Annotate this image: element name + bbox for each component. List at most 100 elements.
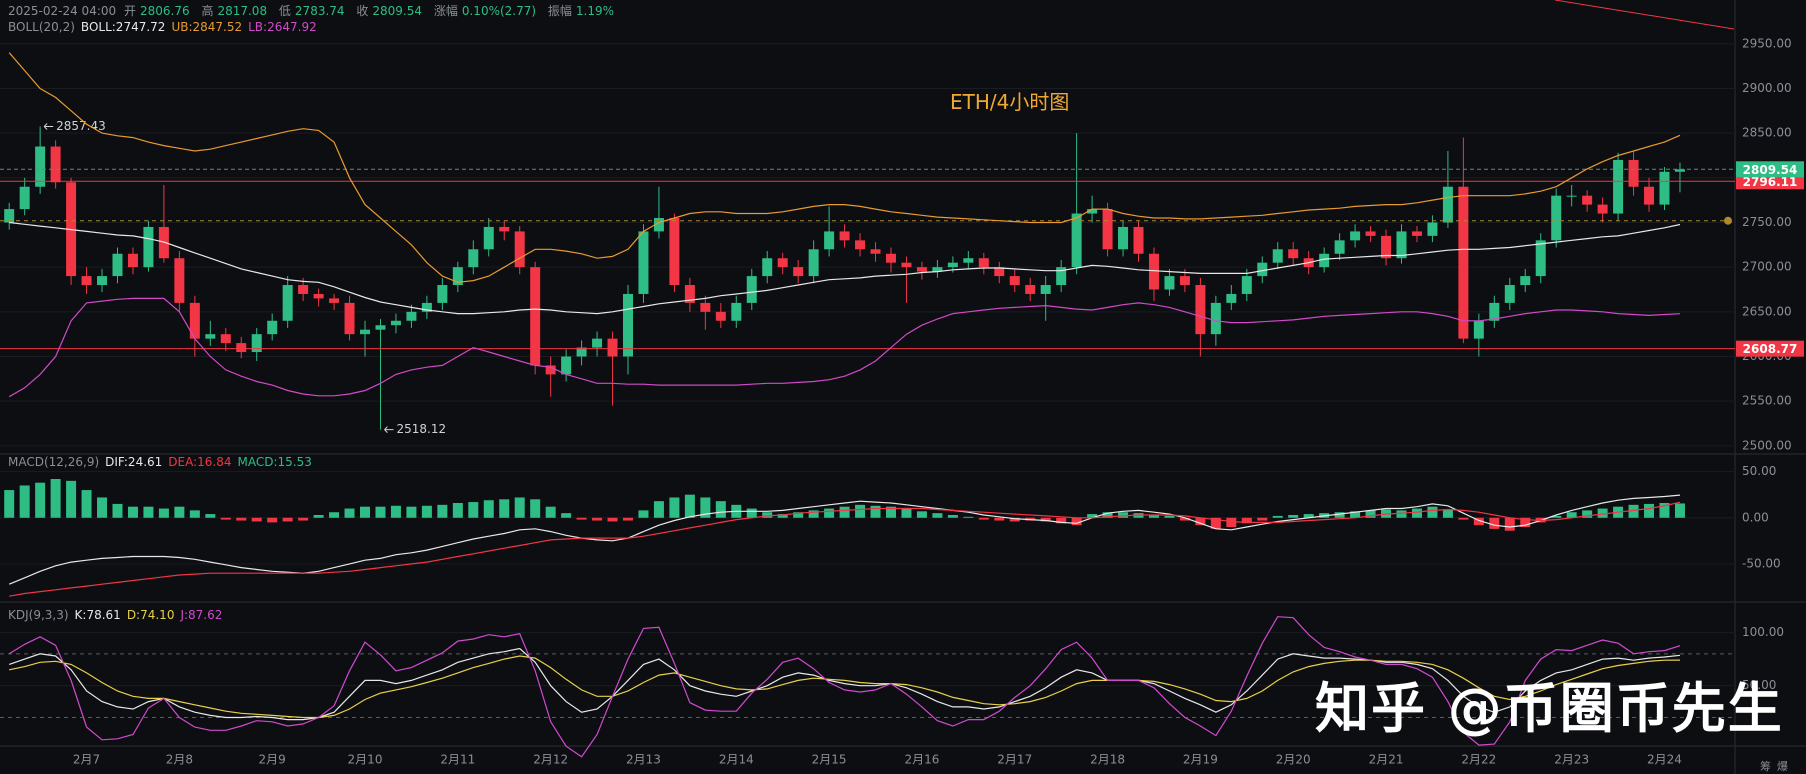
candle-body — [1381, 235, 1392, 259]
candle-body — [112, 253, 123, 277]
tool-button[interactable]: 筹 — [1760, 760, 1771, 773]
extreme-label: 2518.12 — [396, 422, 446, 436]
x-tick-label: 2月8 — [166, 753, 193, 767]
candle-body — [1272, 249, 1283, 263]
price-tag — [1736, 161, 1804, 178]
macd-bar — [143, 506, 154, 518]
candle-body — [1520, 276, 1531, 286]
macd-bar — [1056, 517, 1067, 524]
y-tick-label: 0.00 — [1742, 510, 1769, 524]
macd-bar — [545, 506, 556, 518]
indicator-legend: BOLL(20,2) BOLL:2747.72 UB:2847.52 LB:2647.… — [8, 20, 323, 34]
macd-bar — [329, 512, 340, 518]
macd-bar — [390, 505, 401, 518]
candle-body — [1087, 209, 1098, 214]
macd-bar — [1644, 503, 1655, 518]
price-tag-label: 2796.11 — [1743, 175, 1798, 189]
value: 2806.76 — [139, 4, 190, 18]
macd-bar — [1164, 515, 1175, 518]
candle-body — [1148, 253, 1159, 290]
candle-body — [932, 267, 943, 272]
macd-bar — [793, 512, 804, 518]
macd-bar — [220, 517, 231, 520]
candle-body — [653, 218, 664, 232]
price-tag-label: 2608.77 — [1743, 342, 1798, 356]
macd-bar — [437, 504, 448, 518]
toolbar: 筹爆 — [1760, 758, 1794, 774]
candle-body — [1164, 276, 1175, 290]
macd-bar — [267, 517, 278, 523]
candle-body — [1489, 302, 1500, 321]
macd-bar — [777, 514, 788, 518]
macd-bar — [855, 504, 866, 518]
trend-line — [1554, 0, 1735, 30]
candle-body — [452, 267, 463, 286]
legend-item: D:74.10 — [126, 608, 175, 622]
macd-bar — [375, 506, 386, 518]
tool-button[interactable]: 爆 — [1777, 760, 1788, 773]
macd-bar — [1303, 514, 1314, 518]
macd-bar — [746, 508, 757, 518]
candle-body — [545, 365, 556, 375]
macd-bar — [530, 499, 541, 518]
candle-body — [870, 249, 881, 254]
legend-item: BOLL:2747.72 — [80, 20, 166, 34]
candle-body — [189, 302, 200, 339]
candle-body — [298, 285, 309, 294]
macd-bar — [932, 513, 943, 518]
indicator-line — [8, 52, 1681, 283]
candle-body — [205, 334, 216, 339]
macd-bar — [189, 510, 200, 518]
candle-body — [1473, 320, 1484, 339]
macd-bar — [947, 515, 958, 518]
x-tick-label: 2月20 — [1276, 753, 1311, 767]
macd-bar — [344, 508, 355, 518]
x-tick-label: 2月11 — [440, 753, 475, 767]
label: 开 — [123, 4, 136, 18]
indicator-legend: KDJ(9,3,3) K:78.61 D:74.10 J:87.62 — [8, 608, 228, 622]
macd-bar — [1071, 517, 1082, 526]
candle-body — [1566, 195, 1577, 197]
candle-body — [947, 262, 958, 268]
indicator-line — [9, 655, 1681, 719]
candle-body — [824, 231, 835, 250]
indicator-line — [8, 494, 1681, 585]
macd-bar — [1334, 512, 1345, 518]
candle-body — [421, 302, 432, 312]
macd-bar — [66, 480, 77, 518]
x-tick-label: 2月14 — [719, 753, 754, 767]
candle-body — [669, 218, 680, 286]
macd-bar — [483, 500, 494, 518]
x-tick-label: 2月21 — [1369, 753, 1404, 767]
macd-bar — [592, 517, 603, 521]
candle-body — [375, 325, 386, 330]
macd-bar — [1350, 511, 1361, 518]
macd-bar — [916, 511, 927, 518]
y-tick-label: 2650.00 — [1742, 304, 1792, 318]
y-tick-label: 2850.00 — [1742, 126, 1792, 140]
macd-bar — [499, 499, 510, 518]
candle-body — [1597, 204, 1608, 214]
candle-body — [499, 226, 510, 232]
candle-body — [684, 285, 695, 303]
macd-bar — [236, 517, 247, 521]
chart-title: ETH/4小时图 — [950, 90, 1070, 114]
legend-item: DEA:16.84 — [168, 455, 232, 469]
candle-body — [855, 240, 866, 250]
candle-body — [1582, 195, 1593, 205]
candle-body — [483, 226, 494, 250]
candle-body — [715, 311, 726, 321]
candle-body — [1025, 285, 1036, 294]
candle-body — [916, 267, 927, 272]
indicator-name: MACD(12,26,9) — [8, 455, 100, 469]
ohlc-header: 2025-02-24 04:00 开 2806.76 高 2817.08 低 2783… — [8, 2, 622, 19]
indicator-line — [8, 297, 1681, 398]
macd-bar — [360, 506, 371, 518]
macd-bar — [1009, 517, 1020, 522]
x-tick-label: 2月18 — [1090, 753, 1125, 767]
macd-bar — [97, 497, 108, 518]
label: 涨幅 — [433, 4, 458, 18]
indicator-line — [9, 501, 1681, 597]
legend-item: UB:2847.52 — [171, 20, 243, 34]
y-tick-label: 2700.00 — [1742, 260, 1792, 274]
